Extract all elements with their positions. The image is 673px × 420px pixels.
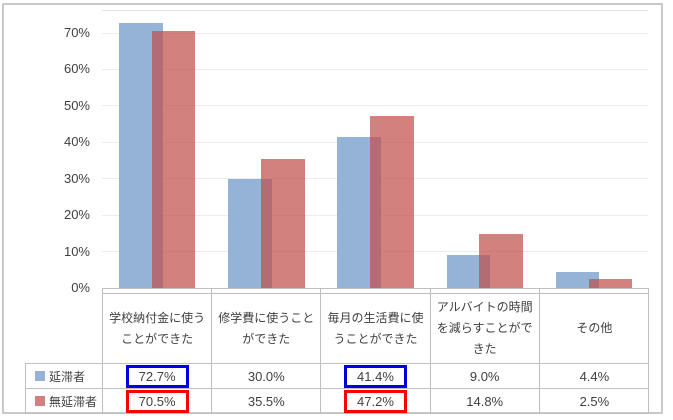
plot-area-top-border [102,10,648,11]
value-cell-series2-cat5: 2.5% [538,388,649,414]
category-boundary-tick [538,288,540,293]
series-name-label: 無延滞者 [49,394,98,409]
bar-series2-cat4 [479,234,523,288]
category-boundary-tick [211,288,213,293]
category-boundary-tick [320,288,322,293]
series-name-label: 延滞者 [49,369,86,384]
value-cell-series1-cat2: 30.0% [211,363,321,388]
category-header-cell: アルバイトの時間を減らすことができた [429,293,539,363]
highlight-box: 70.5% [125,389,189,413]
table-right-border [648,293,649,414]
legend-key-icon [35,396,45,406]
value-cell-series1-cat1: 72.7% [102,363,212,388]
legend-key-icon [35,371,45,381]
bar-series2-cat1 [151,31,196,288]
category-header-cell: 修学費に使うことができた [211,293,321,363]
value-cell-series2-cat2: 35.5% [211,388,321,414]
y-gridline [102,68,648,70]
y-axis-tick-label: 50% [63,97,90,113]
legend-cell-series2: 無延滞者 [25,388,102,414]
highlight-box: 41.4% [344,364,407,388]
category-boundary-tick [648,288,649,293]
value-cell-series2-cat1: 70.5% [102,388,212,414]
category-header-cell: 毎月の生活費に使うことができた [320,293,430,363]
bar-series2-cat3 [370,116,414,288]
y-gridline [102,32,648,34]
y-axis-tick-label: 0% [71,280,90,295]
bar-series2-cat2 [261,158,305,288]
bar-series2-cat5 [588,278,633,288]
y-axis-tick-label: 10% [63,243,90,259]
y-axis-tick-label: 60% [63,61,90,77]
y-axis-tick-label: 70% [63,25,90,40]
y-axis-tick-label: 40% [63,134,90,150]
highlight-box: 72.7% [125,364,189,388]
legend-cell-series1: 延滞者 [25,363,102,388]
category-header-cell: その他 [538,293,649,363]
y-axis-tick-label: 30% [63,170,90,186]
y-axis-tick-label: 20% [63,207,90,223]
category-header-cell: 学校納付金に使うことができた [102,293,212,363]
value-cell-series2-cat4: 14.8% [429,388,539,414]
data-table: 学校納付金に使うことができた 修学費に使うことができた 毎月の生活費に使うことができ… [25,293,649,414]
value-cell-series2-cat3: 47.2% [320,388,430,414]
y-gridline [102,105,648,107]
highlight-box: 47.2% [344,389,407,413]
category-boundary-tick [102,288,103,293]
value-cell-series1-cat4: 9.0% [429,363,539,388]
value-cell-series1-cat3: 41.4% [320,363,430,388]
bar-series1-cat5 [555,271,600,288]
value-cell-series1-cat5: 4.4% [538,363,649,388]
category-boundary-tick [429,288,431,293]
x-axis-line [102,287,648,289]
